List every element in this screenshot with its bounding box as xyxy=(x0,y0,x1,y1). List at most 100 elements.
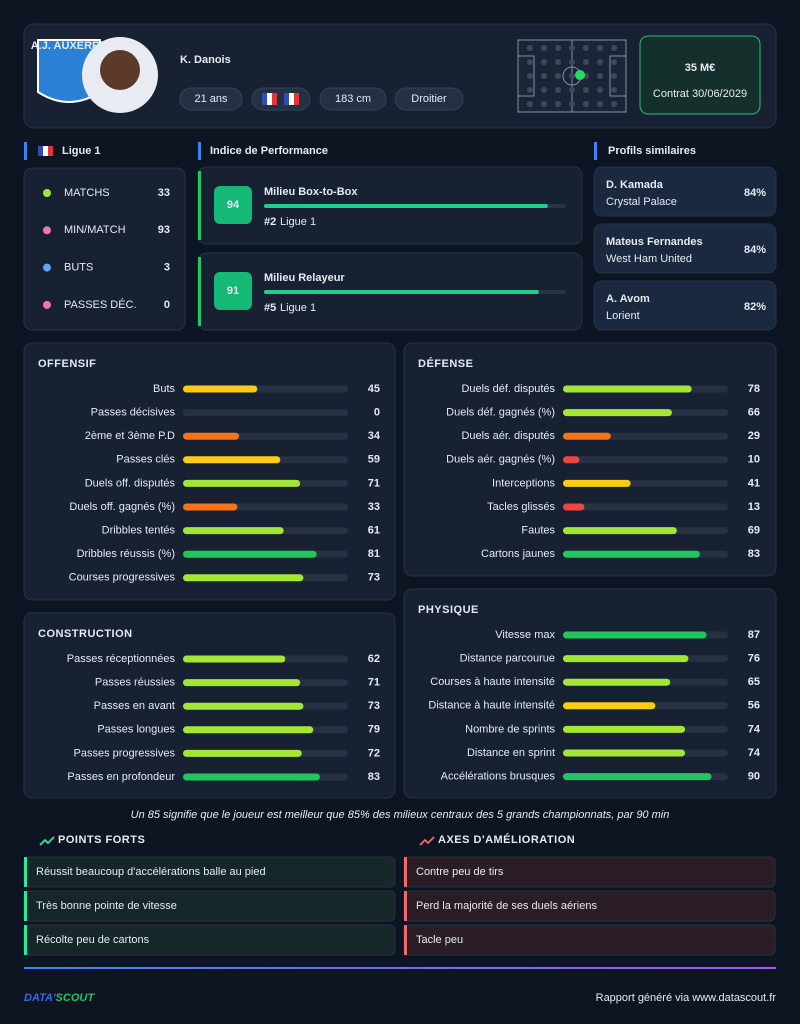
row-value: 78 xyxy=(748,383,760,395)
accent xyxy=(24,142,27,160)
pitch-dot xyxy=(541,59,547,65)
flag xyxy=(289,93,294,105)
stat-label: MATCHS xyxy=(64,187,110,199)
tag-text: 21 ans xyxy=(194,93,228,105)
pitch-dot xyxy=(555,45,561,51)
section-title: Ligue 1 xyxy=(62,145,101,157)
row-value: 29 xyxy=(748,430,760,442)
list-text: Très bonne pointe de vitesse xyxy=(36,900,177,912)
stat-bar xyxy=(183,655,286,663)
footnote: Un 85 signifie que le joueur est meilleu… xyxy=(131,809,670,821)
pitch-dot xyxy=(597,73,603,79)
similar-card xyxy=(593,223,777,274)
row-value: 72 xyxy=(368,747,380,759)
row-value: 83 xyxy=(368,771,380,783)
row-value: 33 xyxy=(368,501,380,513)
similar-card xyxy=(593,280,777,331)
logo-part: SCOUT xyxy=(56,992,96,1004)
stat-bar xyxy=(563,655,689,663)
row-label: Distance en sprint xyxy=(467,747,555,759)
stat-bar xyxy=(183,385,258,393)
pitch-dot xyxy=(555,87,561,93)
pitch-dot xyxy=(597,59,603,65)
section-title: OFFENSIF xyxy=(38,358,96,370)
similar-club: Lorient xyxy=(606,310,640,322)
flag xyxy=(262,93,267,105)
row-value: 56 xyxy=(748,700,760,712)
pitch-dot xyxy=(611,87,617,93)
similar-name: D. Kamada xyxy=(606,179,664,191)
pitch-dot xyxy=(527,101,533,107)
trend-icon xyxy=(39,836,55,846)
pitch-dot xyxy=(569,59,575,65)
accent xyxy=(594,142,597,160)
pitch-box xyxy=(517,55,535,97)
flag xyxy=(48,146,53,156)
list-text: Contre peu de tirs xyxy=(416,866,504,878)
stat-bar xyxy=(563,749,686,757)
rank-league: Ligue 1 xyxy=(280,216,316,228)
row-value: 62 xyxy=(368,653,380,665)
tag xyxy=(394,87,464,111)
stat-bar xyxy=(563,527,677,535)
stat-bar xyxy=(563,550,700,558)
pitch-box xyxy=(609,55,627,97)
pitch-dot xyxy=(597,45,603,51)
row-value: 83 xyxy=(748,548,760,560)
row-value: 66 xyxy=(748,407,760,419)
row-value: 34 xyxy=(368,430,381,442)
club-name: A.J. AUXERRE xyxy=(31,40,108,52)
perf-bar xyxy=(264,290,539,294)
flag xyxy=(272,93,277,105)
pitch-dot xyxy=(583,87,589,93)
stat-bar xyxy=(183,432,240,440)
pitch-dot xyxy=(611,59,617,65)
pitch-dot xyxy=(583,59,589,65)
row-label: Passes décisives xyxy=(91,407,176,419)
row-value: 76 xyxy=(748,653,760,665)
score-badge xyxy=(214,186,252,224)
pitch-dot xyxy=(583,45,589,51)
contract: Contrat 30/06/2029 xyxy=(653,88,747,100)
row-label: Passes réussies xyxy=(95,677,176,689)
list-accent xyxy=(24,925,27,955)
role: Milieu Box-to-Box xyxy=(264,186,358,198)
stat-bar xyxy=(563,385,692,393)
flag xyxy=(294,93,299,105)
row-value: 65 xyxy=(748,676,760,688)
stat-bar xyxy=(563,479,631,487)
stat-bar xyxy=(183,749,302,757)
stat-value: 93 xyxy=(158,224,170,236)
section-title: Indice de Performance xyxy=(210,145,328,157)
stat-label: MIN/MATCH xyxy=(64,224,126,236)
list-accent xyxy=(24,857,27,887)
row-label: Tacles glissés xyxy=(487,501,555,513)
row-label: Dribbles tentés xyxy=(102,525,176,537)
row-value: 73 xyxy=(368,572,380,584)
rank: #2 xyxy=(264,216,276,228)
stat-bar xyxy=(563,432,611,440)
score: 91 xyxy=(227,285,239,297)
similar-card xyxy=(593,166,777,217)
stat-value: 33 xyxy=(158,187,170,199)
tag-text: Droitier xyxy=(411,93,447,105)
row-label: Accélérations brusques xyxy=(441,771,556,783)
section-card xyxy=(23,342,396,601)
row-label: Passes en profondeur xyxy=(67,771,175,783)
row-value: 59 xyxy=(368,454,380,466)
row-label: Cartons jaunes xyxy=(481,548,555,560)
row-value: 41 xyxy=(748,477,760,489)
row-label: Duels off. gagnés (%) xyxy=(69,501,175,513)
tag-text: 183 cm xyxy=(335,93,371,105)
row-label: 2ème et 3ème P.D xyxy=(85,430,175,442)
pitch-dot xyxy=(611,45,617,51)
pitch-dot xyxy=(527,73,533,79)
league-card xyxy=(23,167,186,331)
stat-bar xyxy=(563,409,672,417)
row-label: Passes progressives xyxy=(74,747,176,759)
row-label: Fautes xyxy=(521,525,555,537)
score-badge xyxy=(214,272,252,310)
row-label: Dribbles réussis (%) xyxy=(77,548,175,560)
row-value: 71 xyxy=(368,477,380,489)
